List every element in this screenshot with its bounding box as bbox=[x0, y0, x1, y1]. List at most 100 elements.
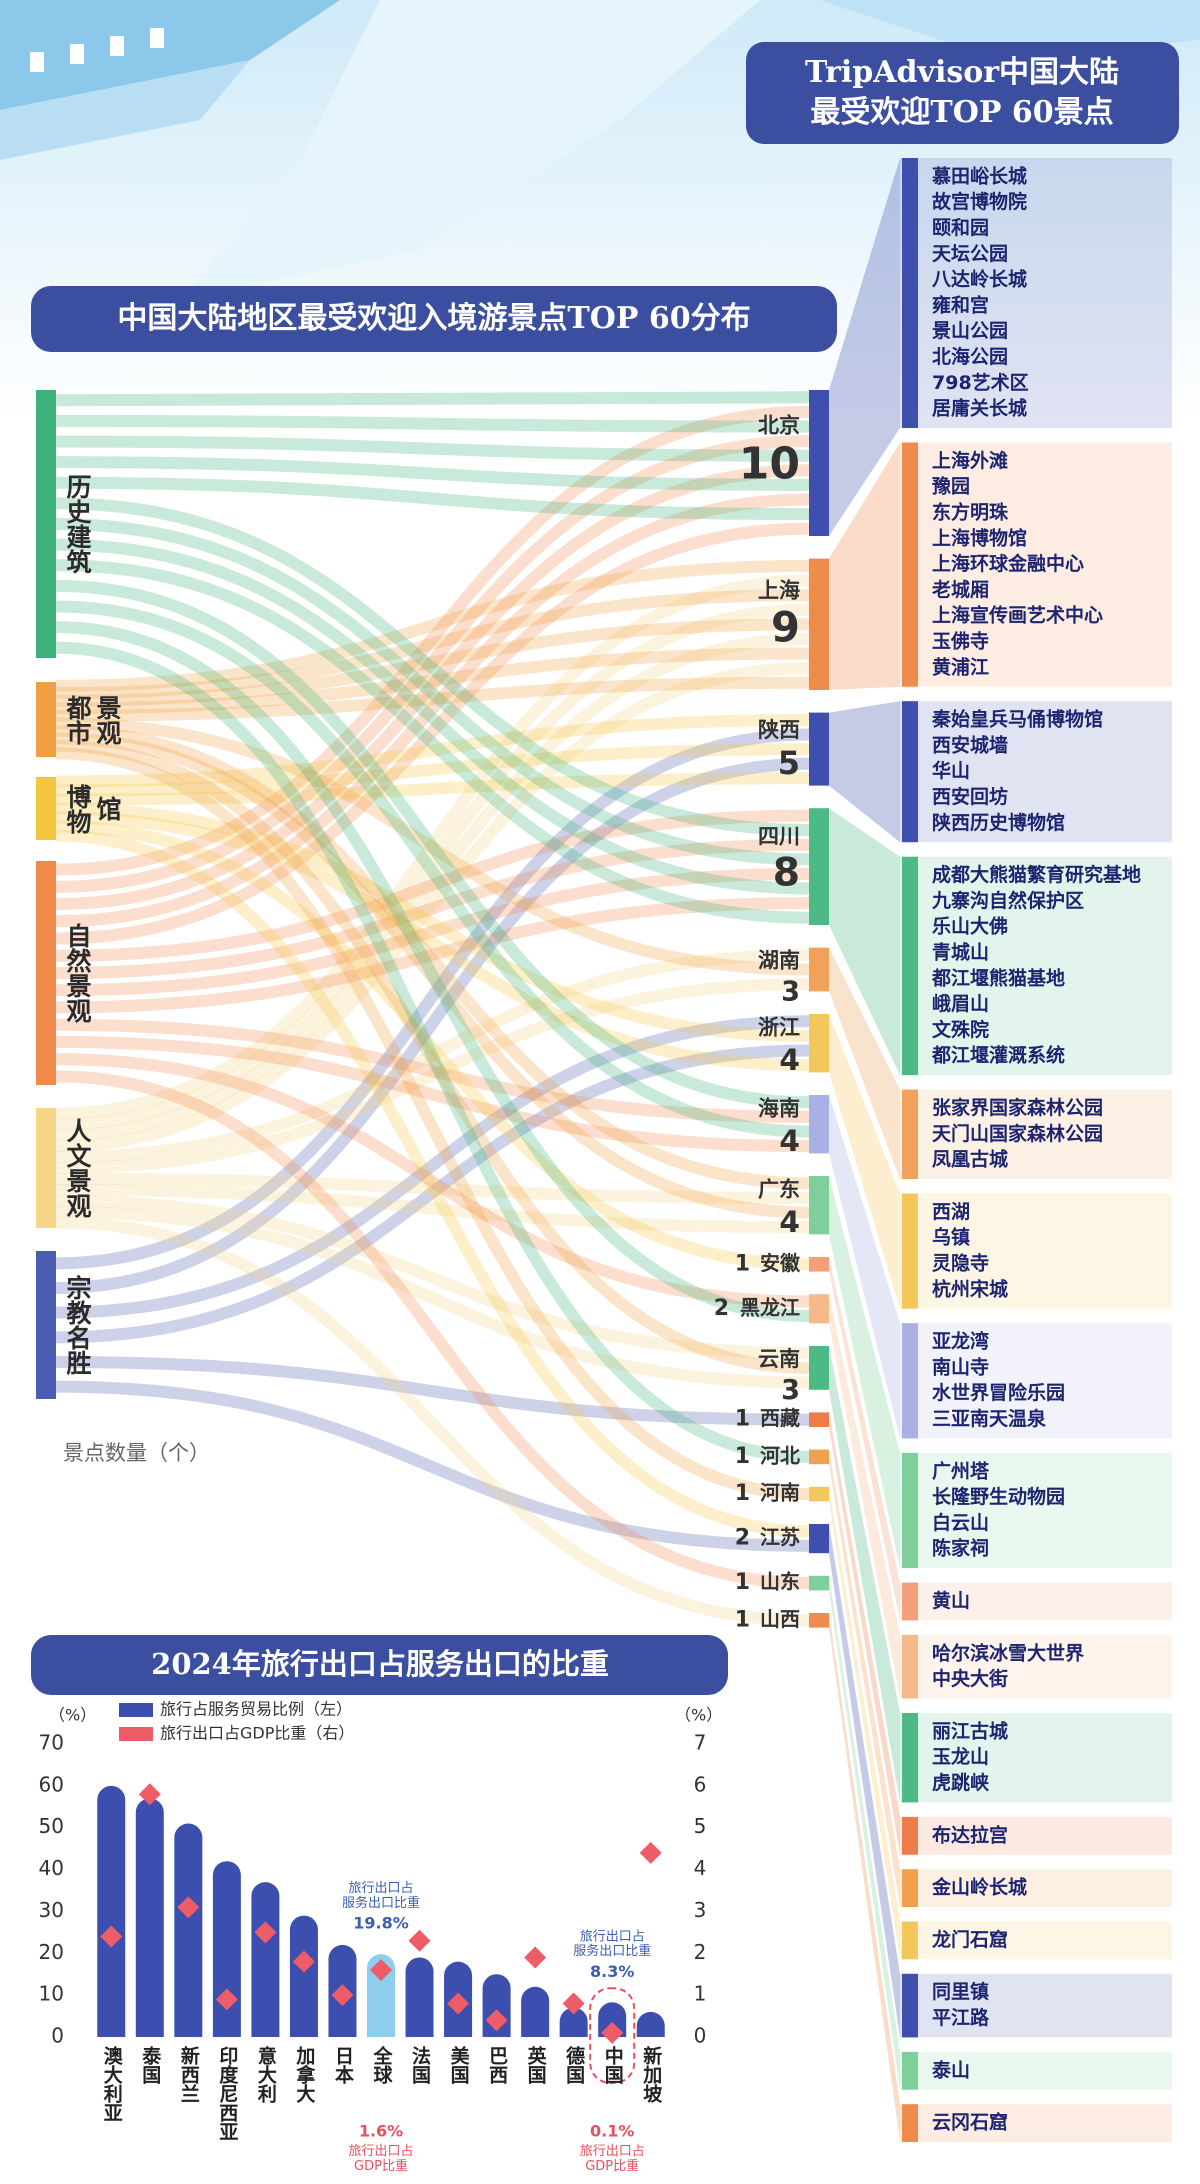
flow bbox=[55, 632, 810, 1142]
province-count: 1 bbox=[735, 1570, 750, 1595]
diamond bbox=[639, 1841, 662, 1864]
attraction-box bbox=[900, 158, 1172, 428]
province-count: 1 bbox=[735, 1407, 750, 1432]
bar bbox=[289, 1915, 318, 2037]
province-bar bbox=[809, 1294, 829, 1324]
legend-label: 旅行占服务贸易比例（左） bbox=[160, 1700, 352, 1719]
attraction-name: 都江堰灌溉系统 bbox=[931, 1044, 1065, 1067]
y-tick-label: 0 bbox=[51, 2024, 64, 2048]
flow bbox=[55, 497, 810, 837]
flow bbox=[55, 647, 810, 715]
province-bar bbox=[809, 390, 829, 536]
flows bbox=[55, 391, 810, 1627]
attraction-name: 上海宣传画艺术中心 bbox=[932, 604, 1103, 627]
attraction-name: 雍和宫 bbox=[932, 293, 989, 316]
flow bbox=[55, 728, 810, 1270]
bar bbox=[559, 2007, 588, 2037]
attraction-name: 798艺术区 bbox=[932, 372, 1029, 394]
province-name: 浙江 bbox=[758, 1016, 800, 1040]
attraction-bar bbox=[902, 1973, 918, 2038]
y-tick-label: 10 bbox=[39, 1982, 64, 2006]
province-name: 湖南 bbox=[758, 949, 800, 973]
attraction-name: 广州塔 bbox=[932, 1459, 990, 1482]
attraction-bar bbox=[902, 1713, 918, 1803]
attraction-name: 丽江古城 bbox=[932, 1719, 1008, 1742]
attraction-box bbox=[900, 1452, 1172, 1569]
category-label: 都市景观 bbox=[63, 694, 122, 745]
bar bbox=[521, 1986, 550, 2037]
flow bbox=[55, 948, 810, 1164]
attraction-name: 八达岭长城 bbox=[932, 268, 1027, 291]
x-tick-label: 中国 bbox=[602, 2045, 624, 2084]
text-line: 旅行出口占 bbox=[348, 2144, 413, 2159]
flow bbox=[55, 600, 810, 1138]
x-tick-label: 法国 bbox=[409, 2045, 431, 2084]
flow bbox=[55, 456, 810, 491]
attraction-bar bbox=[902, 1582, 918, 1621]
attraction-box bbox=[900, 1582, 1172, 1621]
attraction-name: 泰山 bbox=[931, 2058, 970, 2081]
flow bbox=[55, 713, 810, 788]
attraction-name: 秦始皇兵马俑博物馆 bbox=[931, 708, 1103, 731]
flow bbox=[55, 802, 810, 1042]
y2-tick-label: 5 bbox=[694, 1814, 707, 1838]
category-label: 自然景观 bbox=[63, 923, 92, 1023]
attraction-name: 西湖 bbox=[932, 1201, 970, 1223]
province-count: 4 bbox=[779, 1043, 800, 1077]
attraction-box bbox=[900, 442, 1172, 687]
flow bbox=[55, 829, 810, 1538]
flow bbox=[55, 732, 810, 1219]
annotation: 旅行出口占服务出口比重 bbox=[342, 1881, 420, 1911]
bar bbox=[174, 1823, 203, 2037]
attraction-box bbox=[900, 1193, 1172, 1309]
flow bbox=[55, 1070, 810, 1590]
flow bbox=[55, 1044, 810, 1344]
flow bbox=[55, 1380, 810, 1552]
flow bbox=[55, 809, 810, 962]
province-bar bbox=[809, 1613, 829, 1628]
attraction-bar bbox=[902, 1089, 918, 1179]
flow bbox=[55, 1216, 810, 1627]
attraction-bar bbox=[902, 701, 918, 843]
attraction-bar bbox=[902, 2104, 918, 2142]
province-name: 山西 bbox=[760, 1607, 800, 1631]
attraction-name: 青城山 bbox=[932, 941, 989, 964]
province-bar bbox=[809, 1257, 829, 1272]
province-bar bbox=[809, 1346, 829, 1390]
flow bbox=[55, 476, 810, 521]
flow bbox=[55, 518, 810, 866]
diamond bbox=[370, 1959, 392, 1982]
attraction-name: 黄浦江 bbox=[932, 655, 989, 678]
diamond bbox=[485, 2009, 508, 2032]
y2-unit-label: （%） bbox=[675, 1706, 722, 1725]
attraction-name: 长隆野生动物园 bbox=[932, 1485, 1065, 1508]
attraction-name: 灵隐寺 bbox=[932, 1253, 989, 1275]
y-tick-label: 50 bbox=[39, 1814, 64, 1838]
attraction-bar bbox=[902, 442, 918, 687]
attraction-box bbox=[900, 1869, 1172, 1907]
attraction-name: 金山岭长城 bbox=[931, 1876, 1027, 1899]
x-tick-label: 巴西 bbox=[486, 2046, 508, 2084]
attraction-bar bbox=[902, 1816, 918, 1855]
y-tick-label: 20 bbox=[39, 1940, 64, 1964]
flow bbox=[55, 811, 810, 1072]
attraction-name: 慕田峪长城 bbox=[932, 164, 1027, 187]
attraction-name: 峨眉山 bbox=[932, 993, 989, 1015]
x-tick-label: 新加坡 bbox=[640, 2045, 663, 2104]
x-tick-label: 新西兰 bbox=[178, 2045, 200, 2103]
attraction-name: 乌镇 bbox=[932, 1226, 970, 1249]
text-line: 服务出口比重 bbox=[573, 1943, 651, 1959]
attraction-name: 龙门石窟 bbox=[932, 1928, 1008, 1951]
flow bbox=[55, 589, 810, 700]
province-name: 山东 bbox=[760, 1570, 800, 1594]
y-tick-label: 70 bbox=[39, 1731, 64, 1755]
attraction-name: 西安回坊 bbox=[932, 785, 1008, 808]
province-name: 河南 bbox=[760, 1481, 800, 1505]
attraction-name: 虎跳峡 bbox=[932, 1771, 990, 1794]
province-count: 8 bbox=[773, 851, 800, 896]
province-bar bbox=[809, 1014, 829, 1073]
marks: 北京10慕田峪长城故宫博物院颐和园天坛公园八达岭长城雍和宫景山公园北海公园798… bbox=[36, 158, 1172, 2173]
province-bar bbox=[809, 712, 829, 786]
text-line: 旅行出口占 bbox=[348, 1881, 413, 1896]
value-label: 0.1% bbox=[590, 2122, 634, 2141]
